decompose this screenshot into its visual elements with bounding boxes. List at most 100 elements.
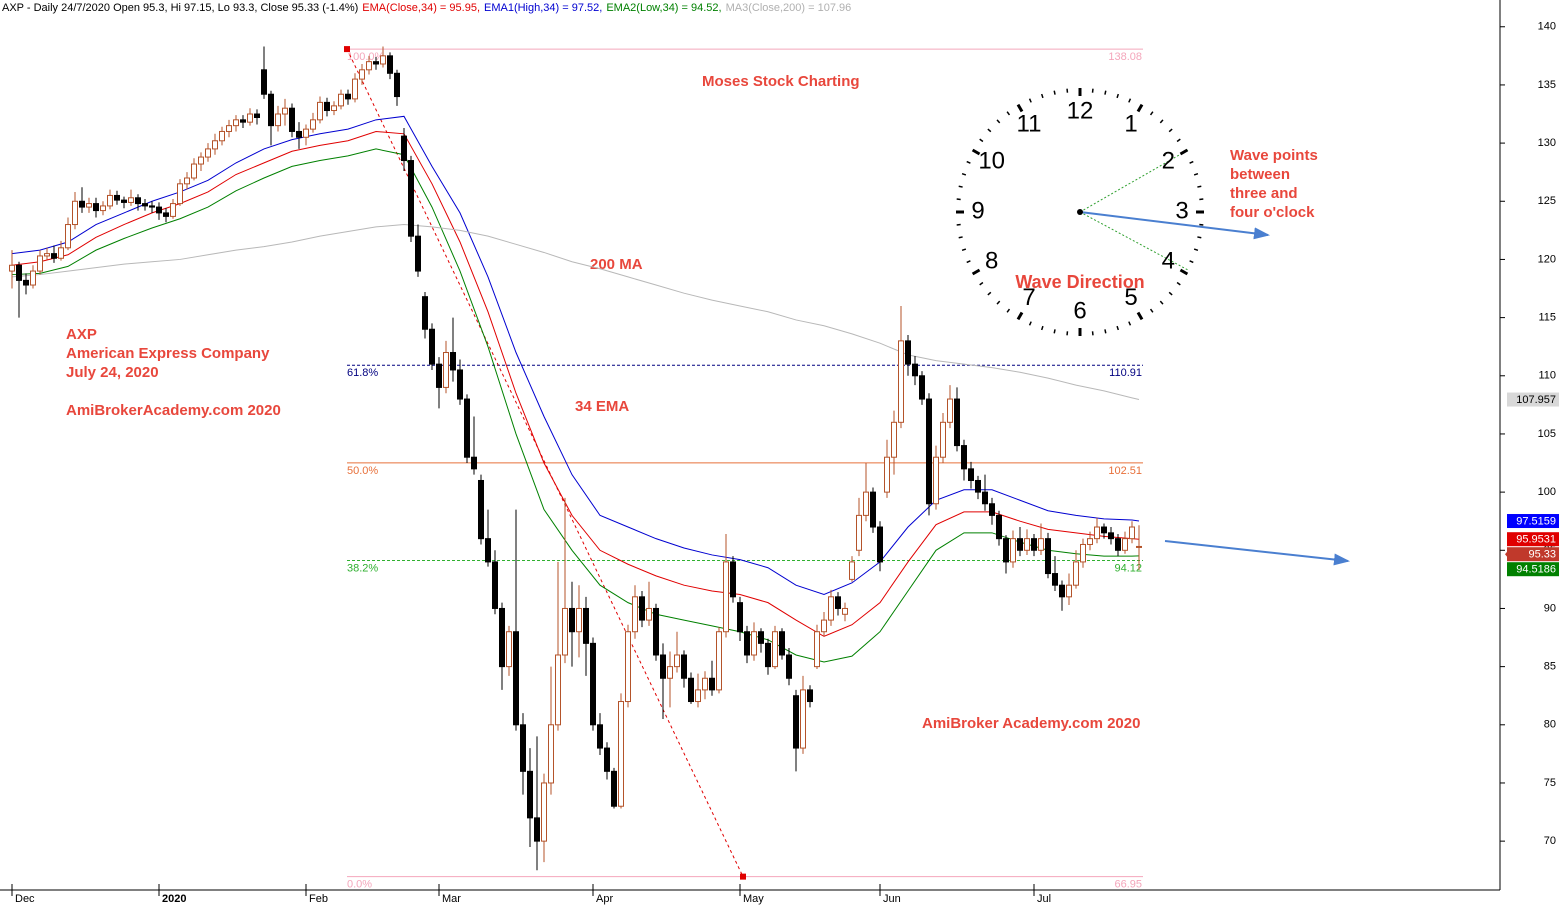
candle-body [968, 468, 974, 481]
clock-tick [1136, 311, 1144, 321]
candle-body [604, 747, 610, 772]
candle-body [548, 724, 554, 784]
clock-tick [958, 236, 963, 239]
clock-tick [958, 185, 963, 188]
candle-body [583, 607, 589, 644]
annotation: July 24, 2020 [66, 364, 159, 381]
candle-body [366, 61, 372, 71]
fib-label: 38.2% [347, 562, 378, 574]
value-tag [1507, 532, 1559, 547]
candle-body [184, 177, 190, 185]
candle-body [324, 101, 330, 112]
candle-body [1087, 538, 1093, 545]
y-tick-label: 120 [1538, 253, 1556, 265]
fib-value: 138.08 [1108, 51, 1142, 63]
value-tag [1507, 547, 1559, 562]
value-tag-label: 95.9531 [1516, 534, 1556, 546]
candle-body [156, 206, 162, 214]
candle-body [765, 642, 771, 668]
clock-tick [961, 172, 967, 176]
value-tag-label: 97.5159 [1516, 515, 1556, 527]
annotation: American Express Company [66, 345, 270, 362]
value-tag-label: 94.5186 [1516, 564, 1556, 576]
annotation: Wave Direction [1015, 272, 1144, 292]
candle-body [695, 689, 701, 703]
candle-body [142, 203, 148, 207]
clock-tick [1136, 103, 1144, 113]
value-tag [1507, 562, 1559, 577]
candle-body [660, 654, 666, 679]
candle-body [254, 113, 260, 119]
candle-body [30, 270, 36, 286]
candle-body [758, 631, 764, 644]
candle-body [450, 352, 456, 371]
candle-body [436, 363, 442, 388]
candle-body [492, 561, 498, 609]
fib-label: 0.0% [347, 879, 372, 891]
candle-body [1080, 543, 1086, 563]
value-tag-label: 107.957 [1516, 394, 1556, 406]
annotation: AmiBrokerAcademy.com 2020 [66, 402, 281, 419]
clock-number: 5 [1124, 284, 1137, 311]
candle-body [1038, 538, 1044, 551]
candle-body [226, 125, 232, 132]
candle-body [37, 255, 43, 272]
clock-tick [1016, 311, 1024, 321]
candle-body [135, 197, 141, 205]
candle-body [877, 526, 883, 563]
candle-body [233, 119, 239, 127]
candle-body [464, 398, 470, 458]
fib-label: 61.8% [347, 367, 378, 379]
candle-body [443, 352, 449, 388]
candle-body [261, 69, 267, 95]
fib-anchor [740, 873, 746, 880]
fib-value: 110.91 [1109, 367, 1142, 379]
candle-body [709, 677, 715, 691]
clock-tick [1149, 111, 1154, 116]
candle-body [177, 183, 183, 205]
clock-tick [1149, 308, 1154, 313]
clock-tick [1040, 325, 1044, 331]
candle-body [205, 148, 211, 158]
clock-tick [1040, 93, 1044, 99]
candle-body [506, 631, 512, 668]
candle-body [996, 514, 1002, 540]
clock-guide [1079, 211, 1189, 271]
candle-body [898, 340, 904, 423]
candle-body [128, 197, 134, 203]
candle-body [912, 363, 918, 377]
candle-body [590, 642, 596, 726]
candle-body [387, 55, 393, 74]
clock-guide [1079, 149, 1189, 213]
clock-tick [1179, 268, 1189, 276]
candle-body [863, 491, 869, 516]
candle-body [884, 456, 890, 493]
candle-body [807, 689, 813, 703]
candle-body [72, 200, 78, 226]
candle-body [429, 328, 435, 365]
candle-body [1017, 538, 1023, 551]
candle-body [191, 163, 197, 179]
candle-body [975, 479, 981, 493]
candle-body [562, 607, 568, 656]
clock-number: 7 [1022, 284, 1035, 311]
annotation: between [1230, 166, 1290, 183]
candle-body [541, 782, 547, 842]
candle-body [198, 156, 204, 165]
candle-body [821, 619, 827, 633]
clock-number: 3 [1175, 197, 1188, 224]
candle-body [555, 654, 561, 726]
x-tick-label: Jun [883, 893, 901, 905]
candle-body [121, 199, 127, 203]
candle-body [247, 113, 253, 123]
candle-body [1010, 538, 1016, 563]
candle-body [149, 205, 155, 208]
clock-tick [987, 291, 992, 296]
y-tick-label: 105 [1538, 428, 1556, 440]
candle-body [471, 456, 477, 470]
x-tick-label: Jul [1037, 893, 1051, 905]
x-tick-label: May [743, 893, 764, 905]
annotation: 34 EMA [575, 398, 629, 415]
candle-body [653, 607, 659, 656]
